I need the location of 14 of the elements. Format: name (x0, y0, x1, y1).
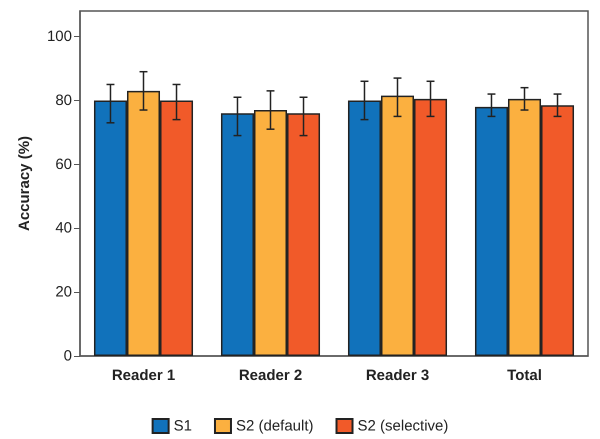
y-axis-title: Accuracy (%) (16, 136, 33, 232)
legend-label: S1 (174, 418, 192, 434)
x-tick-label: Reader 1 (112, 367, 176, 384)
legend-label: S2 (default) (236, 418, 314, 434)
y-tick-label: 20 (55, 284, 72, 301)
x-tick-label: Reader 3 (366, 367, 430, 384)
y-tick-label: 80 (55, 92, 72, 109)
legend-label: S2 (selective) (358, 418, 448, 434)
x-tick-label: Total (507, 367, 542, 384)
y-tick-label: 40 (55, 220, 72, 237)
y-tick-label: 100 (46, 28, 72, 46)
y-tick-label: 60 (55, 156, 72, 173)
y-tick-label: 0 (64, 348, 72, 364)
x-tick-label: Reader 2 (238, 367, 302, 384)
